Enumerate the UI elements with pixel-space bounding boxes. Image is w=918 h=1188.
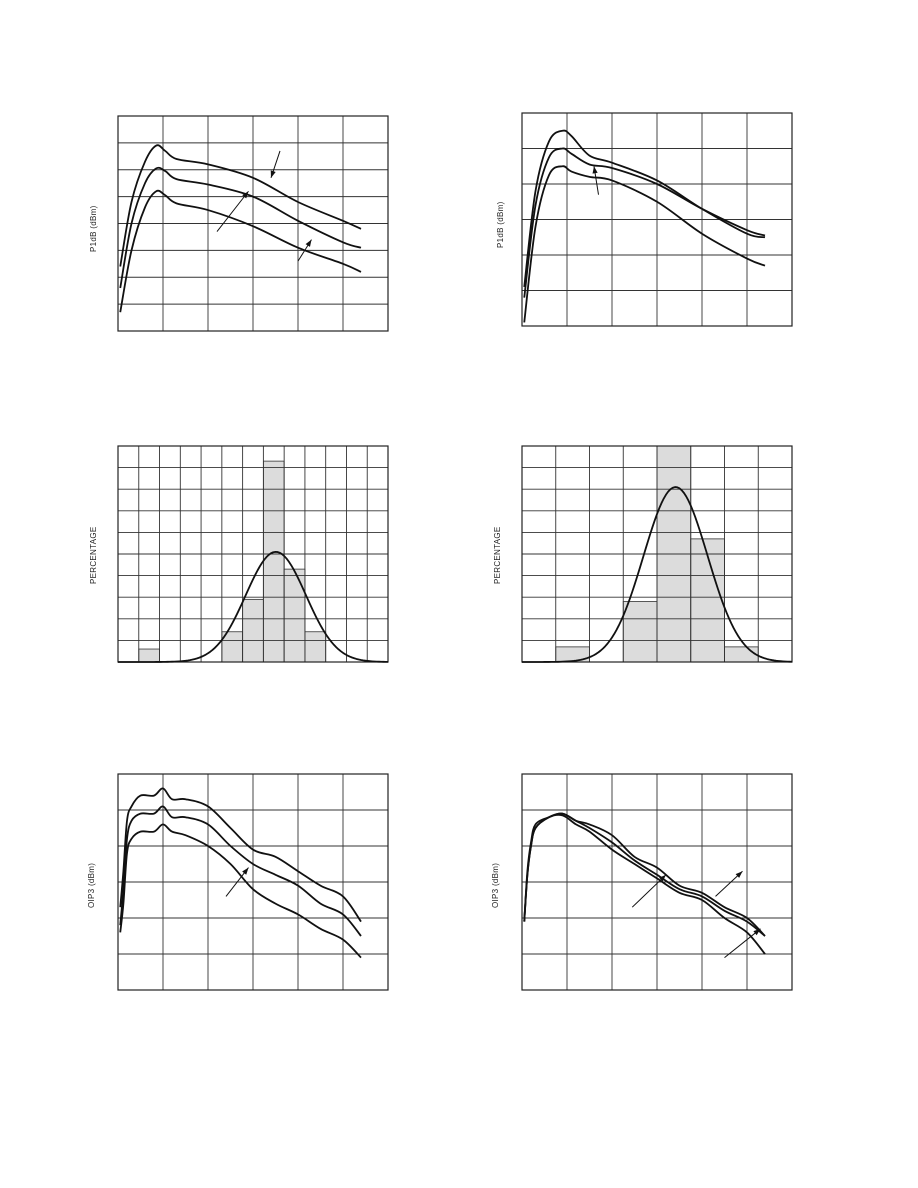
annotation-arrow [631, 874, 667, 908]
annotation-arrow [216, 190, 249, 232]
distribution-curve [521, 486, 793, 663]
series-line-1 [523, 129, 766, 288]
oip3-left-plot [117, 773, 389, 991]
y-axis-label: PERCENTAGE [89, 526, 98, 584]
plot-frame [117, 773, 389, 991]
series-line-2 [119, 166, 362, 289]
annotation-arrowhead [735, 871, 743, 878]
plot-frame [117, 445, 389, 663]
histogram-bar [138, 648, 160, 663]
series-line-1 [119, 787, 362, 923]
annotation-arrowhead [270, 170, 276, 178]
histogram-bar [304, 631, 327, 663]
series-line-1 [119, 144, 362, 267]
annotation-arrowhead [242, 867, 249, 875]
hist-left-plot [117, 445, 389, 663]
series-line-2 [119, 805, 362, 937]
histogram-bar [262, 460, 285, 663]
p1db-left-plot [117, 115, 389, 332]
histogram-bar [724, 646, 759, 663]
annotation-arrowhead [753, 928, 761, 936]
series-line-3 [119, 823, 362, 959]
series-line-1 [523, 812, 766, 937]
series-line-3 [523, 165, 766, 323]
p1db-right-plot [521, 112, 793, 327]
hist-right-plot [521, 445, 793, 663]
plot-frame [117, 115, 389, 332]
y-axis-label: OIP3 (dBm) [87, 862, 96, 908]
annotation-arrowhead [305, 239, 312, 247]
y-axis-label: PERCENTAGE [493, 526, 502, 584]
annotation-arrowhead [242, 191, 249, 199]
y-axis-label: P1dB (dBm) [496, 201, 505, 248]
histogram-bar [622, 601, 658, 663]
series-line-3 [523, 813, 766, 955]
y-axis-label: OIP3 (dBm) [491, 862, 500, 908]
annotation-arrowhead [592, 166, 598, 174]
distribution-curve [117, 550, 389, 663]
series-line-3 [119, 189, 362, 313]
oip3-right-plot [521, 773, 793, 991]
annotation-arrowhead [659, 874, 666, 882]
series-line-2 [523, 147, 766, 298]
annotation-arrow [724, 928, 761, 958]
y-axis-label: P1dB (dBm) [89, 205, 98, 252]
plot-frame [521, 773, 793, 991]
plot-frame [521, 112, 793, 327]
histogram-bar [242, 598, 264, 663]
histogram-bar [283, 568, 306, 663]
plot-frame [521, 445, 793, 663]
